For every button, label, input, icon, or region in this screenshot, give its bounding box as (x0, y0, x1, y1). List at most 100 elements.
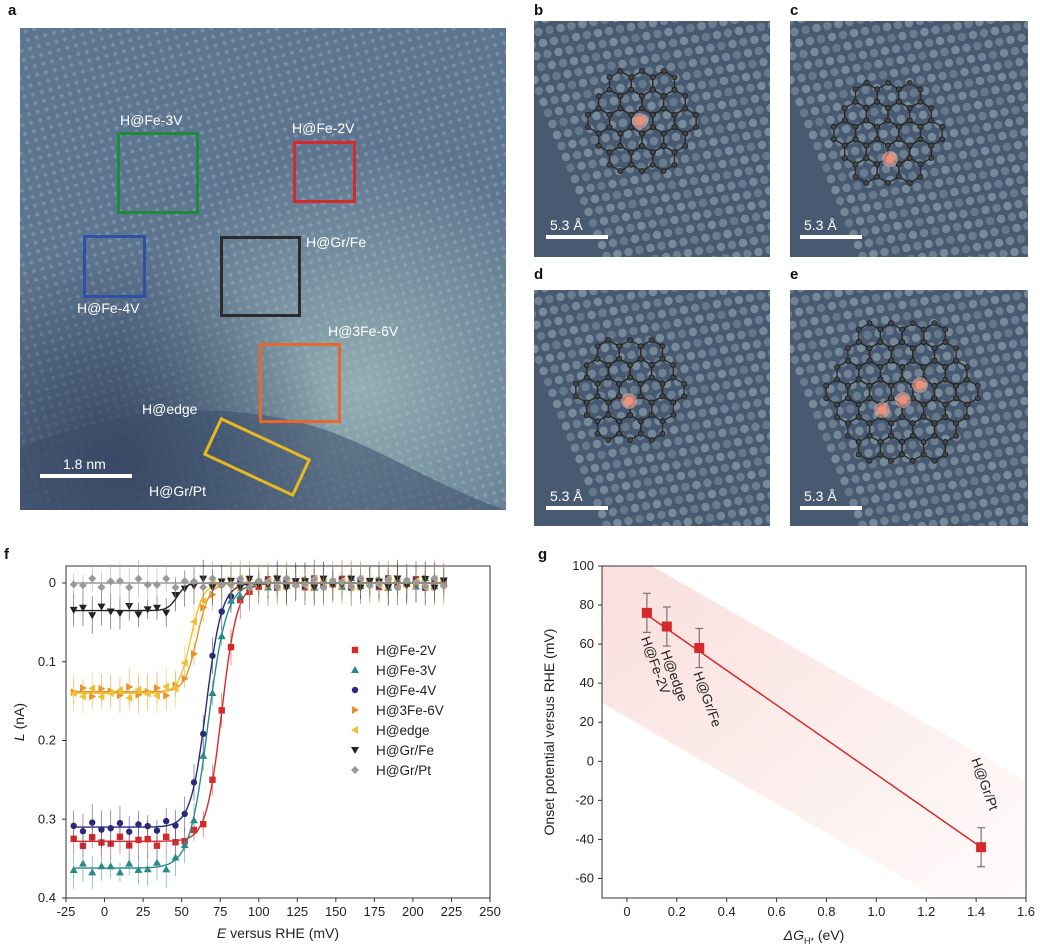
lattice-spot (967, 382, 976, 392)
lattice-spot (918, 51, 927, 61)
lattice-spot (768, 140, 770, 146)
lattice-spot (995, 96, 1005, 106)
data-point (190, 779, 198, 786)
lattice-spot (698, 198, 708, 208)
data-point (172, 822, 179, 829)
lattice-spot (895, 466, 904, 476)
lattice-spot (599, 216, 609, 226)
scale-bar-e (800, 506, 862, 510)
lattice-spot (748, 328, 757, 338)
lattice-spot (547, 329, 557, 339)
lattice-spot (982, 391, 992, 401)
lattice-spot (701, 233, 710, 243)
carbon-atom (649, 74, 656, 81)
lattice-spot (570, 443, 580, 453)
lattice-spot (949, 128, 959, 138)
lattice-spot (683, 189, 692, 199)
carbon-atom (605, 362, 612, 368)
lattice-spot (827, 301, 837, 311)
lattice-spot (721, 52, 731, 62)
x-tick-label: 0 (101, 904, 108, 919)
lattice-spot (624, 516, 633, 526)
lattice-spot (832, 312, 841, 322)
lattice-spot (826, 174, 836, 184)
y-tick-label: 0.1 (38, 654, 56, 669)
lattice-spot (637, 21, 647, 30)
carbon-atom (681, 380, 688, 387)
lattice-spot (922, 331, 932, 341)
lattice-spot (982, 332, 991, 342)
lattice-spot (603, 168, 613, 178)
lattice-spot (635, 313, 645, 323)
lattice-spot (891, 245, 900, 255)
lattice-spot (634, 186, 644, 196)
lattice-spot (904, 219, 913, 229)
scale-bar-b (546, 235, 608, 239)
lattice-spot (977, 321, 987, 331)
lattice-spot (945, 176, 955, 186)
carbon-atom (885, 117, 891, 124)
lattice-spot (974, 218, 984, 228)
lattice-spot (1002, 142, 1012, 152)
lattice-spot (556, 23, 565, 33)
carbon-atom (671, 74, 678, 81)
lattice-spot (543, 318, 552, 328)
lattice-spot (548, 119, 557, 129)
lattice-spot (920, 355, 930, 365)
lattice-spot (808, 340, 817, 350)
lattice-spot (567, 80, 577, 90)
lattice-spot (765, 514, 770, 524)
lattice-spot (972, 511, 982, 521)
graphene-model (572, 337, 688, 443)
carbon-atom (877, 339, 884, 345)
lattice-spot (1026, 56, 1028, 64)
lattice-spot (538, 307, 548, 317)
lattice-spot (918, 110, 928, 120)
lattice-spot (935, 506, 944, 516)
lattice-spot (1014, 468, 1023, 478)
lattice-spot (987, 461, 997, 471)
lattice-spot (970, 476, 979, 486)
lattice-spot (939, 458, 948, 468)
lattice-spot (967, 255, 974, 257)
lattice-spot (801, 25, 810, 35)
lattice-spot (951, 373, 961, 383)
lattice-spot (833, 430, 842, 440)
carbon-atom (863, 180, 870, 186)
lattice-spot (870, 376, 879, 386)
lattice-spot (608, 507, 618, 517)
carbon-atom (877, 439, 884, 445)
lattice-spot (563, 69, 572, 79)
lattice-spot (1009, 129, 1018, 139)
carbon-atom (841, 105, 848, 111)
lattice-spot (761, 33, 770, 43)
lattice-spot (961, 244, 971, 254)
data-point (200, 820, 207, 828)
data-point (200, 730, 207, 738)
lattice-spot (718, 428, 727, 438)
lattice-spot (1022, 162, 1028, 172)
lattice-spot (915, 217, 924, 227)
lattice-spot (851, 205, 860, 215)
lattice-spot (848, 439, 858, 449)
lattice-spot (1013, 350, 1022, 360)
lattice-spot (994, 238, 1004, 248)
lattice-spot (699, 56, 709, 66)
lattice-spot (597, 509, 607, 519)
lattice-spot (854, 308, 863, 318)
lattice-spot (751, 422, 760, 432)
lattice-spot (885, 57, 894, 67)
carbon-atom (877, 451, 884, 458)
lattice-spot (685, 434, 694, 444)
lattice-spot (678, 119, 687, 129)
lattice-spot (636, 372, 645, 382)
carbon-atom (942, 339, 949, 345)
lattice-spot (735, 85, 744, 95)
lattice-spot (543, 49, 552, 59)
lattice-spot (891, 44, 901, 54)
data-point (153, 684, 161, 693)
lattice-spot (1024, 138, 1028, 148)
lattice-spot (756, 291, 766, 301)
lattice-spot (997, 341, 1007, 351)
lattice-spot (601, 192, 611, 202)
